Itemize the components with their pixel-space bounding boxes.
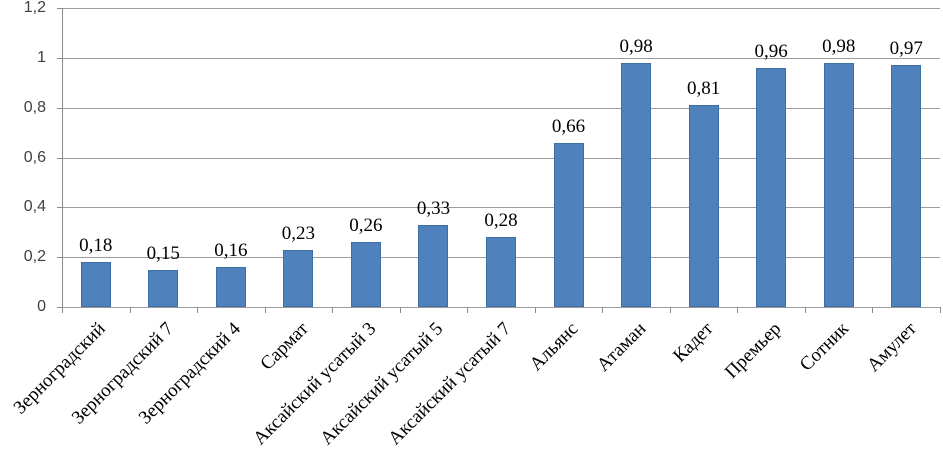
x-axis-tick-mark bbox=[129, 307, 131, 313]
bar-value-label: 0,15 bbox=[146, 242, 180, 264]
gridline bbox=[62, 207, 940, 209]
bar bbox=[621, 62, 652, 307]
y-axis-tick-mark bbox=[57, 307, 62, 308]
bar bbox=[148, 269, 179, 307]
y-axis-tick-label: 0,4 bbox=[23, 198, 46, 216]
bar-value-label: 0,26 bbox=[349, 215, 383, 237]
x-axis-tick-mark bbox=[197, 307, 199, 313]
bar bbox=[80, 262, 111, 307]
category-label: Амулет bbox=[862, 318, 921, 377]
bar bbox=[891, 65, 922, 307]
bar bbox=[688, 105, 719, 307]
y-axis-tick-mark bbox=[57, 107, 62, 109]
category-label: Кадет bbox=[669, 318, 718, 367]
bar bbox=[553, 142, 584, 307]
y-axis-tick-label: 0,8 bbox=[23, 98, 46, 116]
category-label: Сотник bbox=[795, 318, 853, 376]
category-label: Атаман bbox=[592, 318, 651, 376]
gridline bbox=[62, 307, 940, 308]
x-axis-tick-mark bbox=[467, 307, 469, 313]
category-label: Аксайский усатый 7 bbox=[384, 318, 516, 450]
x-axis-tick-mark bbox=[399, 307, 401, 313]
category-label: Аксайский усатый 5 bbox=[316, 318, 448, 450]
category-label: Аксайский усатый 3 bbox=[249, 318, 381, 450]
gridline bbox=[62, 157, 940, 159]
bar-value-label: 0,33 bbox=[416, 197, 451, 219]
x-axis-tick-mark bbox=[940, 307, 941, 313]
y-axis-line bbox=[62, 8, 63, 313]
category-label: Премьер bbox=[720, 318, 786, 383]
bar-value-label: 0,98 bbox=[822, 35, 856, 57]
bar bbox=[350, 242, 381, 307]
category-label: Сармат bbox=[256, 318, 313, 375]
y-axis-tick-labels: 0 0,2 0,4 0,6 0,8 1 1,2 bbox=[0, 0, 56, 315]
bar bbox=[486, 237, 516, 307]
x-axis-tick-mark bbox=[534, 307, 536, 313]
bar-value-label: 0,97 bbox=[889, 38, 923, 60]
y-axis-tick-label: 1,2 bbox=[23, 0, 46, 16]
bar-value-label: 0,23 bbox=[281, 222, 315, 244]
x-axis-tick-mark bbox=[804, 307, 806, 313]
x-axis-tick-mark bbox=[264, 307, 266, 313]
category-label: Альянс bbox=[525, 318, 583, 376]
bar bbox=[215, 267, 246, 307]
y-axis-tick-label: 0 bbox=[37, 298, 46, 315]
y-axis-tick-label: 0,2 bbox=[23, 248, 46, 266]
bar bbox=[756, 67, 787, 307]
gridline bbox=[62, 8, 940, 9]
bar-value-label: 0,16 bbox=[214, 240, 248, 262]
bar-value-label: 0,96 bbox=[754, 40, 788, 62]
bar-value-label: 0,66 bbox=[551, 115, 586, 137]
bar-value-label: 0,81 bbox=[686, 78, 721, 100]
y-axis-tick-mark bbox=[57, 57, 62, 59]
y-axis-tick-mark bbox=[57, 8, 62, 9]
x-axis-tick-mark bbox=[62, 307, 63, 313]
x-axis-tick-mark bbox=[872, 307, 874, 313]
bar-value-label: 0,28 bbox=[484, 210, 518, 232]
x-axis-tick-mark bbox=[669, 307, 671, 313]
bar-value-label: 0,18 bbox=[79, 235, 113, 257]
gridline bbox=[62, 57, 940, 59]
bar bbox=[823, 62, 854, 307]
bar bbox=[283, 249, 314, 307]
x-axis-category-labels: Зерноградский Зерноградский 7 Зерноградски… bbox=[10, 313, 940, 460]
plot-area: 0,18 0,15 0,16 0,23 0,26 0,33 0,28 0,66 0,98 0,81… bbox=[57, 8, 941, 313]
x-axis-tick-mark bbox=[737, 307, 739, 313]
gridline bbox=[62, 107, 940, 109]
y-axis-tick-label: 1 bbox=[37, 48, 46, 66]
y-axis-tick-mark bbox=[57, 207, 62, 209]
bar bbox=[418, 224, 449, 307]
x-axis-tick-mark bbox=[332, 307, 334, 313]
y-axis-tick-mark bbox=[57, 157, 62, 159]
y-axis-tick-mark bbox=[57, 257, 62, 259]
x-axis-tick-mark bbox=[602, 307, 604, 313]
bar-value-label: 0,98 bbox=[619, 35, 653, 57]
y-axis-tick-label: 0,6 bbox=[23, 148, 46, 166]
